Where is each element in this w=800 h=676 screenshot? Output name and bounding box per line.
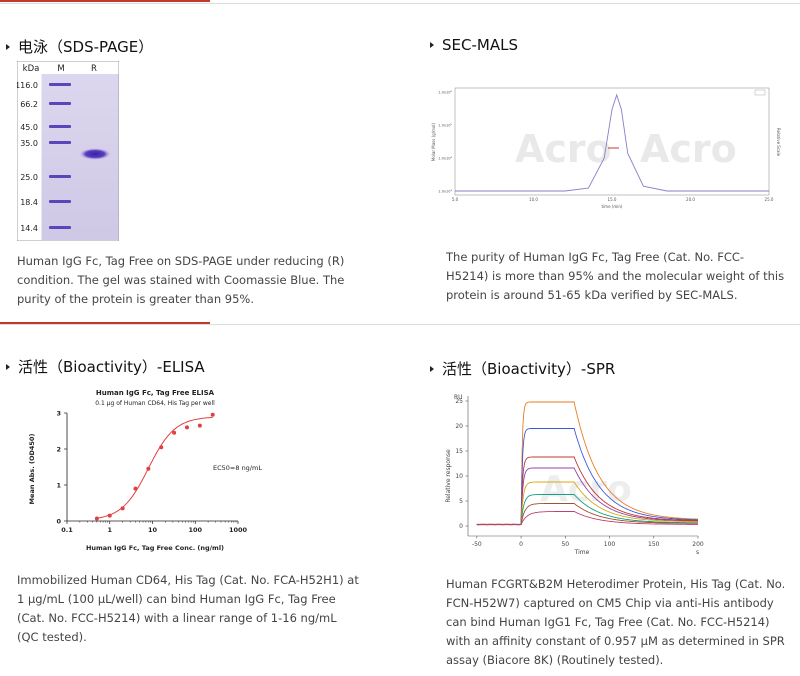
- ladder-band: [49, 175, 71, 178]
- elisa-ytick-label: 2: [56, 445, 61, 453]
- sec-mals-ytick-label: 1.0x10³: [438, 190, 452, 194]
- ladder-label: 116.0: [17, 81, 38, 90]
- spr-xtick-label: 150: [648, 541, 660, 548]
- sec-mals-watermark: Acro: [640, 127, 737, 171]
- spr-xtick-label: 100: [604, 541, 616, 548]
- bullet-triangle-icon: [6, 363, 10, 370]
- spr-xtick-label: -50: [472, 541, 482, 548]
- elisa-chart: Human IgG Fc, Tag Free ELISA 0.1 μg of H…: [28, 389, 262, 552]
- sec-mals-description: The purity of Human IgG Fc, Tag Free (Ca…: [446, 250, 785, 302]
- spr-xlabel: Time: [574, 549, 590, 556]
- elisa-fit-curve: [96, 416, 213, 519]
- spr-description: Human FCGRT&B2M Heterodimer Protein, His…: [446, 577, 786, 667]
- sec-mals-xtick-label: 20.0: [686, 197, 695, 202]
- elisa-title: 活性（Bioactivity）-ELISA: [6, 356, 205, 377]
- sds-page-gel: kDa M R 116.0 66.2 45.0 35.0 25.0 18.4 1…: [17, 61, 119, 241]
- elisa-data-point: [159, 445, 164, 450]
- elisa-data-point: [94, 516, 99, 521]
- sec-mals-legend-box: [754, 89, 766, 96]
- spr-xtick-label: 0: [519, 541, 523, 548]
- ladder-label: 45.0: [20, 123, 38, 132]
- gel-ladder-labels: 116.0 66.2 45.0 35.0 25.0 18.4 14.4: [17, 81, 38, 233]
- divider-mid: [0, 324, 800, 325]
- gel-header-r: R: [91, 64, 97, 74]
- divider-top: [0, 3, 800, 4]
- ladder-label: 35.0: [20, 139, 38, 148]
- spr-yunit: RU: [454, 394, 463, 401]
- sec-mals-xlabel: time (min): [602, 204, 623, 209]
- sec-mals-xtick-label: 10.0: [529, 197, 538, 202]
- sec-mals-ytick-label: 1.0x10⁶: [438, 91, 452, 95]
- spr-xtick-label: 50: [561, 541, 569, 548]
- elisa-xlabel: Human IgG Fc, Tag Free Conc. (ng/ml): [86, 544, 224, 552]
- sec-mals-xtick-label: 5.0: [452, 197, 459, 202]
- elisa-data-point: [107, 513, 112, 518]
- spr-ylabel: Relative response: [445, 449, 452, 503]
- sec-mals-watermark: Acro: [515, 127, 612, 171]
- sec-mals-ylabel: Molar Mass (g/mol): [431, 122, 436, 161]
- sec-mals-xtick-label: 25.0: [765, 197, 774, 202]
- sec-mals-plot-frame: [454, 87, 770, 196]
- ladder-band: [49, 226, 71, 229]
- ladder-band: [49, 200, 71, 203]
- bullet-triangle-icon: [6, 43, 10, 50]
- ladder-band: [49, 141, 71, 144]
- sample-band: [79, 148, 111, 160]
- ladder-band: [49, 125, 71, 128]
- sec-mals-trace: [455, 93, 769, 192]
- spr-ytick-label: 5: [459, 498, 463, 505]
- sec-mals-chart: Acro Acro 1.0x10⁶ 1.0x10⁵ 1.0x10⁴ 1.0x10³ 5…: [431, 87, 781, 209]
- accent-line-mid: [0, 322, 210, 324]
- elisa-data-point: [133, 486, 138, 491]
- sds-page-description: Human IgG Fc, Tag Free on SDS-PAGE under…: [17, 254, 345, 306]
- elisa-xtick-label: 1000: [229, 526, 248, 534]
- elisa-description: Immobilized Human CD64, His Tag (Cat. No…: [17, 573, 359, 644]
- ladder-band: [49, 83, 71, 86]
- sds-page-title: 电泳（SDS-PAGE）: [6, 36, 153, 57]
- sec-mals-xtick-label: 15.0: [608, 197, 617, 202]
- sec-mals-ytick-label: 1.0x10⁴: [438, 157, 452, 161]
- elisa-ytick-label: 0: [56, 517, 61, 525]
- spr-xunit: s: [696, 549, 699, 556]
- spr-sensorgram-line: [476, 511, 698, 526]
- bullet-triangle-icon: [430, 42, 434, 48]
- sec-mals-ytick-label: 1.0x10⁵: [438, 124, 452, 128]
- sec-mals-title: SEC-MALS: [430, 36, 518, 54]
- ladder-label: 66.2: [20, 100, 38, 109]
- ladder-label: 14.4: [20, 224, 38, 233]
- gel-ladder-bands: [49, 83, 71, 229]
- sec-mals-y2label: Relative Scale: [776, 128, 781, 157]
- elisa-chart-title: Human IgG Fc, Tag Free ELISA: [96, 389, 215, 397]
- elisa-ytick-label: 3: [56, 409, 61, 417]
- spr-ytick-label: 10: [455, 473, 463, 480]
- spr-ytick-label: 20: [455, 423, 463, 430]
- elisa-chart-subtitle: 0.1 μg of Human CD64, His Tag per well: [95, 400, 215, 407]
- ladder-label: 25.0: [20, 173, 38, 182]
- spr-ytick-label: 15: [455, 448, 463, 455]
- gel-header-m: M: [57, 64, 64, 74]
- accent-line-top: [0, 0, 210, 2]
- elisa-xtick-label: 100: [188, 526, 202, 534]
- elisa-ytick-label: 1: [56, 481, 61, 489]
- elisa-xtick-label: 1: [107, 526, 112, 534]
- ladder-label: 18.4: [20, 198, 38, 207]
- spr-title: 活性（Bioactivity）-SPR: [430, 358, 615, 379]
- elisa-ylabel: Mean Abs. (OD450): [28, 434, 36, 505]
- spr-xtick-label: 200: [692, 541, 704, 548]
- elisa-data-point: [197, 423, 202, 428]
- elisa-data-point: [120, 506, 125, 511]
- ladder-band: [49, 102, 71, 105]
- elisa-data-point: [146, 466, 151, 471]
- spr-ytick-label: 25: [455, 398, 463, 405]
- bullet-triangle-icon: [430, 365, 434, 372]
- elisa-data-point: [172, 430, 177, 435]
- elisa-xtick-label: 0.1: [61, 526, 73, 534]
- elisa-annotation: EC50=8 ng/mL: [213, 464, 262, 472]
- elisa-data-point: [184, 425, 189, 430]
- elisa-data-point: [210, 412, 215, 417]
- spr-ytick-label: 0: [459, 523, 463, 530]
- gel-header-kda: kDa: [23, 64, 40, 74]
- elisa-xtick-label: 10: [148, 526, 158, 534]
